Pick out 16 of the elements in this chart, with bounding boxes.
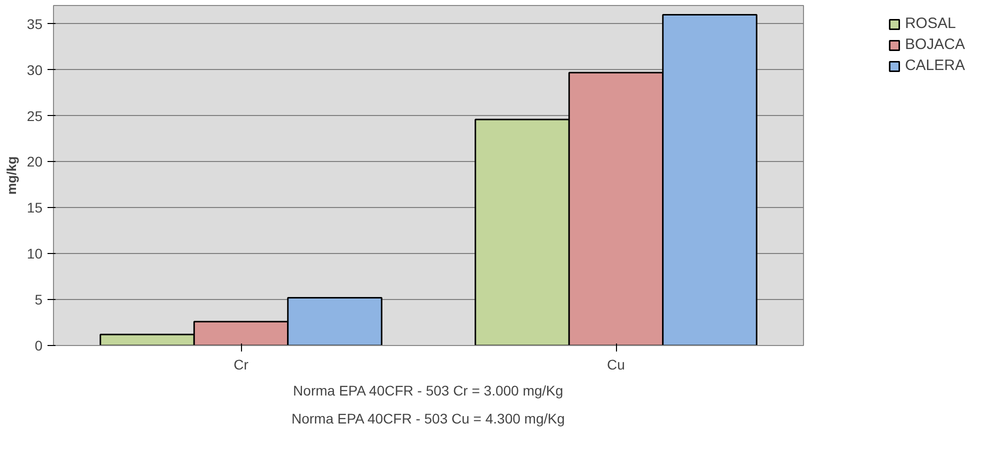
y-tick-label: 30	[26, 62, 43, 78]
y-tick-label: 35	[26, 16, 43, 32]
y-axis-title: mg/kg	[4, 156, 19, 195]
x-tick-label: Cu	[607, 356, 625, 372]
text: Norma EPA 40CFR - 503 Cu = 4.300 mg/Kg	[291, 410, 565, 426]
legend-label: CALERA	[904, 57, 965, 74]
y-tick-label: 20	[26, 154, 43, 170]
legend-label: ROSAL	[904, 15, 956, 32]
y-tick-label: 15	[26, 200, 43, 216]
text: Norma EPA 40CFR - 503 Cr = 3.000 mg/Kg	[293, 382, 564, 398]
y-tick-label: 10	[26, 246, 43, 262]
y-tick-label: 0	[34, 338, 43, 354]
y-tick-label: 5	[34, 292, 43, 308]
y-tick-label: 25	[26, 108, 43, 124]
legend-label: BOJACA	[904, 36, 965, 53]
x-tick-label: Cr	[234, 356, 249, 372]
